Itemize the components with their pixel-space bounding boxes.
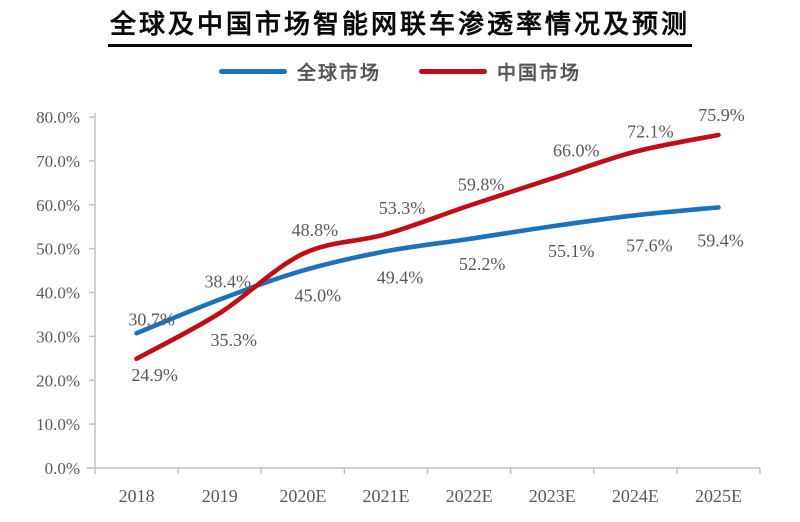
svg-text:53.3%: 53.3% <box>379 198 426 218</box>
svg-text:49.4%: 49.4% <box>377 267 424 287</box>
svg-text:72.1%: 72.1% <box>627 122 674 142</box>
svg-text:2023E: 2023E <box>529 486 576 506</box>
legend-label-china: 中国市场 <box>497 63 582 84</box>
svg-text:30.0%: 30.0% <box>36 327 80 346</box>
legend-item-global-market: 全球市场 <box>218 58 381 85</box>
svg-text:60.0%: 60.0% <box>36 196 80 215</box>
svg-text:2019: 2019 <box>202 486 238 506</box>
svg-text:55.1%: 55.1% <box>548 241 595 261</box>
legend-item-china-market: 中国市场 <box>419 58 581 85</box>
svg-text:50.0%: 50.0% <box>36 240 80 259</box>
svg-text:2021E: 2021E <box>362 486 409 506</box>
svg-text:24.9%: 24.9% <box>131 365 178 385</box>
svg-text:2020E: 2020E <box>279 486 326 506</box>
svg-text:52.2%: 52.2% <box>459 254 506 274</box>
svg-text:2018: 2018 <box>119 486 155 506</box>
svg-text:2025E: 2025E <box>695 486 742 506</box>
svg-text:75.9%: 75.9% <box>698 105 745 125</box>
svg-text:59.4%: 59.4% <box>697 230 744 250</box>
svg-text:2024E: 2024E <box>612 486 659 506</box>
svg-text:35.3%: 35.3% <box>210 330 257 350</box>
blue-line-swatch <box>218 69 287 74</box>
svg-text:59.8%: 59.8% <box>458 175 505 195</box>
penetration-line-chart: 0.0% 10.0% 20.0% 30.0% 40.0% 50.0% 60.0% 70.0% 8… <box>36 105 761 506</box>
svg-text:66.0%: 66.0% <box>553 140 600 160</box>
svg-text:48.8%: 48.8% <box>292 220 339 240</box>
svg-text:0.0%: 0.0% <box>45 459 80 478</box>
svg-text:70.0%: 70.0% <box>36 152 80 171</box>
chart-title-text: 全球及中国市场智能网联车渗透率情况及预测 <box>107 4 692 47</box>
svg-text:57.6%: 57.6% <box>626 235 673 255</box>
svg-text:80.0%: 80.0% <box>36 108 80 127</box>
svg-text:45.0%: 45.0% <box>295 286 342 306</box>
legend-label-global: 全球市场 <box>296 63 381 84</box>
chart-title: 全球及中国市场智能网联车渗透率情况及预测 <box>0 4 800 47</box>
svg-text:2022E: 2022E <box>446 486 493 506</box>
red-line-swatch <box>419 69 487 74</box>
svg-text:38.4%: 38.4% <box>204 272 251 292</box>
svg-text:10.0%: 10.0% <box>36 415 80 434</box>
svg-text:30.7%: 30.7% <box>128 309 175 329</box>
svg-text:20.0%: 20.0% <box>36 371 80 390</box>
chart-legend: 全球市场 中国市场 <box>0 58 800 85</box>
svg-text:40.0%: 40.0% <box>36 284 80 303</box>
